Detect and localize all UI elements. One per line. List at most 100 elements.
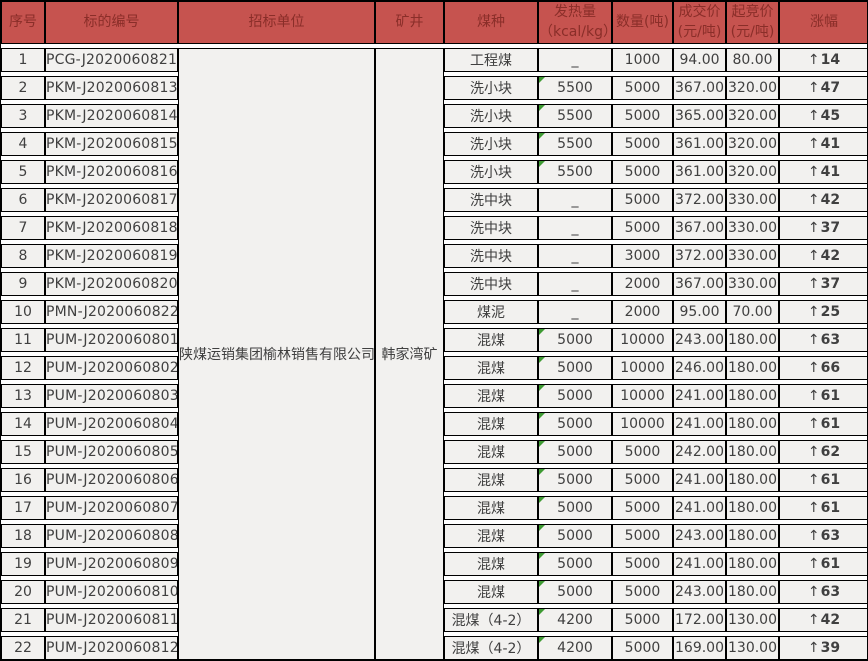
cell-increase: ↑47 xyxy=(779,76,867,100)
cell-quantity: 5000 xyxy=(612,160,673,184)
cell-coal-type: 混煤 xyxy=(444,552,538,576)
cell-code: PUM-J2020060808 xyxy=(45,524,178,548)
table-body: 1 PCG-J2020060821 陕煤运销集团榆林销售有限公司 韩家湾矿 工程煤 _ 10… xyxy=(1,48,867,660)
green-corner-flag-icon xyxy=(539,497,545,503)
calorific-value: 4200 xyxy=(557,640,593,656)
cell-deal-price: 241.00 xyxy=(673,552,726,576)
col-header-index: 序号 xyxy=(1,1,45,44)
up-arrow-icon: ↑ xyxy=(807,584,820,600)
table-row: 17 PUM-J2020060807 混煤 5000 5000 241.00 180.00 ↑… xyxy=(1,496,867,520)
cell-deal-price: 361.00 xyxy=(673,160,726,184)
cell-code: PKM-J2020060816 xyxy=(45,160,178,184)
green-corner-flag-icon xyxy=(539,77,545,83)
cell-calorific: 5000 xyxy=(538,356,612,380)
green-corner-flag-icon xyxy=(539,637,545,643)
increase-value: 42 xyxy=(820,192,841,208)
cell-start-price: 180.00 xyxy=(726,412,779,436)
col-header-label: 招标单位 xyxy=(248,13,305,30)
cell-calorific: 5000 xyxy=(538,580,612,604)
cell-code: PKM-J2020060813 xyxy=(45,76,178,100)
cell-deal-price: 241.00 xyxy=(673,384,726,408)
cell-coal-type: 混煤 xyxy=(444,328,538,352)
cell-code: PKM-J2020060817 xyxy=(45,188,178,212)
green-corner-flag-icon xyxy=(539,105,545,111)
increase-value: 14 xyxy=(820,52,841,68)
cell-increase: ↑14 xyxy=(779,48,867,72)
cell-index: 4 xyxy=(1,132,45,156)
cell-index: 14 xyxy=(1,412,45,436)
increase-value: 37 xyxy=(820,220,841,236)
calorific-value: _ xyxy=(571,304,579,320)
increase-value: 66 xyxy=(820,360,841,376)
calorific-value: 5500 xyxy=(557,80,593,96)
cell-deal-price: 367.00 xyxy=(673,272,726,296)
cell-start-price: 330.00 xyxy=(726,244,779,268)
cell-increase: ↑61 xyxy=(779,412,867,436)
cell-code: PKM-J2020060819 xyxy=(45,244,178,268)
cell-start-price: 180.00 xyxy=(726,552,779,576)
cell-increase: ↑61 xyxy=(779,552,867,576)
cell-quantity: 5000 xyxy=(612,104,673,128)
cell-increase: ↑45 xyxy=(779,104,867,128)
up-arrow-icon: ↑ xyxy=(807,136,820,152)
increase-value: 41 xyxy=(820,164,841,180)
cell-index: 7 xyxy=(1,216,45,240)
cell-code: PUM-J2020060807 xyxy=(45,496,178,520)
cell-coal-type: 洗中块 xyxy=(444,216,538,240)
calorific-value: 5000 xyxy=(557,444,593,460)
cell-increase: ↑61 xyxy=(779,496,867,520)
cell-index: 9 xyxy=(1,272,45,296)
up-arrow-icon: ↑ xyxy=(807,388,820,404)
cell-index: 12 xyxy=(1,356,45,380)
up-arrow-icon: ↑ xyxy=(807,500,820,516)
increase-value: 61 xyxy=(820,416,841,432)
table-header: 序号 标的编号 招标单位 矿井 煤种 发热量 （kcal/kg） 数量(吨) 成交价 (元/吨) 起… xyxy=(1,1,867,44)
calorific-value: 5000 xyxy=(557,332,593,348)
cell-calorific: 5000 xyxy=(538,440,612,464)
cell-coal-type: 混煤 xyxy=(444,412,538,436)
cell-increase: ↑66 xyxy=(779,356,867,380)
col-header-label: 序号 xyxy=(9,13,37,30)
cell-coal-type: 混煤 xyxy=(444,580,538,604)
cell-deal-price: 94.00 xyxy=(673,48,726,72)
calorific-value: 5000 xyxy=(557,360,593,376)
up-arrow-icon: ↑ xyxy=(807,52,820,68)
cell-index: 22 xyxy=(1,636,45,660)
col-header-start_price: 起竞价 (元/吨) xyxy=(726,1,779,44)
col-header-deal_price: 成交价 (元/吨) xyxy=(673,1,726,44)
cell-index: 20 xyxy=(1,580,45,604)
green-corner-flag-icon xyxy=(539,441,545,447)
cell-deal-price: 372.00 xyxy=(673,188,726,212)
col-header-label: 数量(吨) xyxy=(616,13,669,30)
cell-increase: ↑62 xyxy=(779,440,867,464)
cell-calorific: _ xyxy=(538,300,612,324)
increase-value: 61 xyxy=(820,500,841,516)
calorific-value: 5500 xyxy=(557,108,593,124)
cell-index: 18 xyxy=(1,524,45,548)
cell-code: PMN-J2020060822 xyxy=(45,300,178,324)
cell-start-price: 180.00 xyxy=(726,496,779,520)
calorific-value: 4200 xyxy=(557,612,593,628)
col-header-quantity: 数量(吨) xyxy=(612,1,673,44)
cell-increase: ↑63 xyxy=(779,580,867,604)
table-row: 3 PKM-J2020060814 洗小块 5500 5000 365.00 320.00 ↑… xyxy=(1,104,867,128)
cell-index: 21 xyxy=(1,608,45,632)
cell-coal-type: 洗中块 xyxy=(444,272,538,296)
cell-start-price: 330.00 xyxy=(726,188,779,212)
col-header-label: 起竞价 xyxy=(731,3,774,20)
increase-value: 63 xyxy=(820,332,841,348)
cell-quantity: 5000 xyxy=(612,188,673,212)
green-corner-flag-icon xyxy=(539,133,545,139)
cell-increase: ↑42 xyxy=(779,244,867,268)
cell-code: PUM-J2020060803 xyxy=(45,384,178,408)
cell-calorific: _ xyxy=(538,188,612,212)
table-row: 18 PUM-J2020060808 混煤 5000 5000 243.00 180.00 ↑… xyxy=(1,524,867,548)
up-arrow-icon: ↑ xyxy=(807,444,820,460)
cell-calorific: _ xyxy=(538,48,612,72)
table-row: 1 PCG-J2020060821 陕煤运销集团榆林销售有限公司 韩家湾矿 工程煤 _ 10… xyxy=(1,48,867,660)
cell-increase: ↑37 xyxy=(779,216,867,240)
cell-deal-price: 169.00 xyxy=(673,636,726,660)
col-header-label: 发热量 xyxy=(554,3,596,20)
